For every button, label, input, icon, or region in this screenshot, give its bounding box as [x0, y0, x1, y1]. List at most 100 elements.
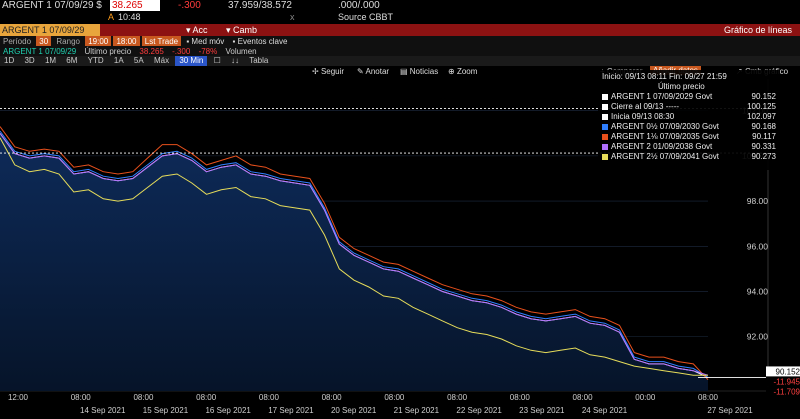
legend-swatch	[602, 113, 608, 120]
series-percent: -78%	[198, 47, 218, 56]
quote-subheader: A 10:48 x Source CBBT	[0, 12, 800, 24]
zoom-label: Zoom	[456, 67, 478, 76]
x-tick-time: 08:00	[259, 393, 280, 402]
annotate-button[interactable]: ✎ Anotar	[357, 67, 389, 76]
news-button[interactable]: ▤ Noticias	[400, 67, 438, 76]
series-line	[0, 137, 708, 376]
price-tag-box	[766, 376, 800, 387]
range-to-input[interactable]: 18:00	[113, 36, 140, 47]
checkbox-icon: ▪	[186, 37, 192, 46]
x-tick-date: 14 Sep 2021	[80, 406, 126, 415]
price-tags: 90.152-11.945-11.709	[698, 366, 800, 397]
x-tick-time: 08:00	[510, 393, 531, 402]
legend-row[interactable]: ARGENT 2½ 07/09/2041 Govt 90.273	[602, 152, 778, 161]
x-tick-date: 15 Sep 2021	[143, 406, 189, 415]
tf-ytd[interactable]: YTD	[87, 56, 104, 65]
chevron-down-icon: ▾	[186, 25, 191, 35]
x-tick-time: 08:00	[698, 393, 719, 402]
quote-time: 10:48	[118, 12, 141, 22]
pencil-icon: ✎	[357, 67, 366, 76]
tf-30min[interactable]: 30 Min	[175, 56, 208, 66]
y-tick-label: 94.00	[747, 287, 769, 297]
tf-1d[interactable]: 1D	[4, 56, 15, 65]
edit-label: Camb	[233, 25, 258, 35]
series-line	[0, 126, 709, 381]
edit-menu[interactable]: ▾ Camb	[226, 25, 257, 36]
tf-6m[interactable]: 6M	[66, 56, 78, 65]
legend-row[interactable]: ARGENT 0½ 07/09/2030 Govt 90.168	[602, 122, 778, 131]
key-events-label: Eventos clave	[237, 37, 288, 46]
price-tag: -11.945	[773, 377, 800, 386]
series-lines	[0, 126, 709, 392]
security-field[interactable]: ARGENT 1 07/09/29	[0, 24, 100, 36]
legend-swatch	[602, 93, 608, 100]
legend-label: Cierre al 09/13 -----	[611, 102, 680, 111]
legend-heading: Último precio	[658, 82, 705, 91]
tf-1a[interactable]: 1A	[113, 56, 124, 65]
x-tick-time: 08:00	[71, 393, 92, 402]
series-line	[0, 130, 709, 378]
x-tick-date: 21 Sep 2021	[394, 406, 440, 415]
time-flag: A	[108, 12, 115, 22]
tf-1m[interactable]: 1M	[44, 56, 57, 65]
legend-value: 90.117	[752, 132, 776, 141]
legend-value: 90.331	[751, 142, 776, 151]
y-tick-label: 92.00	[747, 332, 769, 342]
checkbox-icon: ▪	[232, 37, 238, 46]
pricing-source: Source CBBT	[338, 12, 394, 22]
interval-icon[interactable]: ↓↓	[230, 56, 239, 65]
series-line	[0, 133, 709, 376]
legend-value: 102.097	[747, 112, 776, 121]
price-change: -.300	[178, 0, 201, 11]
x-tick-date: 24 Sep 2021	[582, 406, 628, 415]
actions-menu[interactable]: ▾ Acc	[186, 25, 208, 36]
legend-label: ARGENT 0½ 07/09/2030 Govt	[611, 122, 719, 131]
x-tick-time: 00:00	[635, 393, 656, 402]
series-area	[0, 133, 708, 392]
legend-row[interactable]: ARGENT 2 01/09/2038 Govt 90.331	[602, 142, 778, 151]
x-tick-time: 12:00	[8, 393, 29, 402]
last-price: 38.265	[110, 0, 160, 11]
legend-label: ARGENT 2½ 07/09/2041 Govt	[611, 152, 719, 161]
follow-button[interactable]: ✢ Seguir	[312, 67, 344, 76]
range-from-input[interactable]: 19:00	[85, 36, 112, 47]
x-tick-time: 08:00	[322, 393, 343, 402]
tf-max[interactable]: Máx	[153, 56, 170, 65]
ticker: ARGENT 1 07/09/29 $	[2, 0, 102, 11]
chart-type-title: Gráfico de líneas	[723, 25, 792, 35]
legend-row[interactable]: Cierre al 09/13 ----- 100.125	[602, 102, 778, 111]
quote-header: ARGENT 1 07/09/29 $ 38.265 -.300 37.959/…	[0, 0, 800, 12]
legend-row[interactable]: Inicia 09/13 08:30 102.097	[602, 112, 778, 121]
legend-label: Inicia 09/13 08:30	[611, 112, 675, 121]
table-button[interactable]: Tabla	[249, 56, 269, 65]
y-tick-label: 98.00	[747, 196, 769, 206]
moving-average-label: Med móv	[191, 37, 225, 46]
x-tick-date: 17 Sep 2021	[268, 406, 314, 415]
x-tick-time: 08:00	[196, 393, 217, 402]
chevron-down-icon: ▾	[226, 25, 231, 35]
annotate-label: Anotar	[365, 67, 390, 76]
calendar-icon[interactable]: ☐	[213, 56, 221, 65]
period-input[interactable]: 30	[36, 36, 52, 47]
moving-average-toggle[interactable]: ▪ Med móv	[183, 36, 227, 47]
x-axis: 12:00 08:00 14 Sep 2021 08:00 15 Sep 2021 08:…	[0, 390, 768, 415]
tf-5a[interactable]: 5A	[133, 56, 144, 65]
tf-3d[interactable]: 3D	[24, 56, 35, 65]
x-tick-date: 27 Sep 2021	[707, 406, 753, 415]
bid-ask-size: .000/.000	[338, 0, 380, 11]
x-tick-date: 20 Sep 2021	[331, 406, 377, 415]
field-select[interactable]: Lst Trade	[141, 36, 182, 47]
x-tick-date: 16 Sep 2021	[205, 406, 251, 415]
legend-label: ARGENT 1 07/09/2029 Govt	[611, 92, 713, 101]
legend-row[interactable]: ARGENT 1 07/09/2029 Govt 90.152	[602, 92, 778, 101]
key-events-toggle[interactable]: ▪ Eventos clave	[230, 36, 291, 47]
timeframe-bar: 1D 3D 1M 6M YTD 1A 5A Máx 30 Min ☐ ↓↓ Ta…	[0, 56, 800, 66]
legend-row[interactable]: ARGENT 1⅛ 07/09/2035 Govt 90.117	[602, 132, 778, 141]
price-tag: -11.709	[773, 387, 800, 396]
last-price-label: Último precio	[84, 47, 132, 56]
separator-mark: x	[290, 12, 295, 22]
news-icon: ▤	[400, 67, 410, 76]
price-tag-box	[766, 366, 800, 377]
zoom-button[interactable]: ⊕ Zoom	[448, 67, 477, 76]
